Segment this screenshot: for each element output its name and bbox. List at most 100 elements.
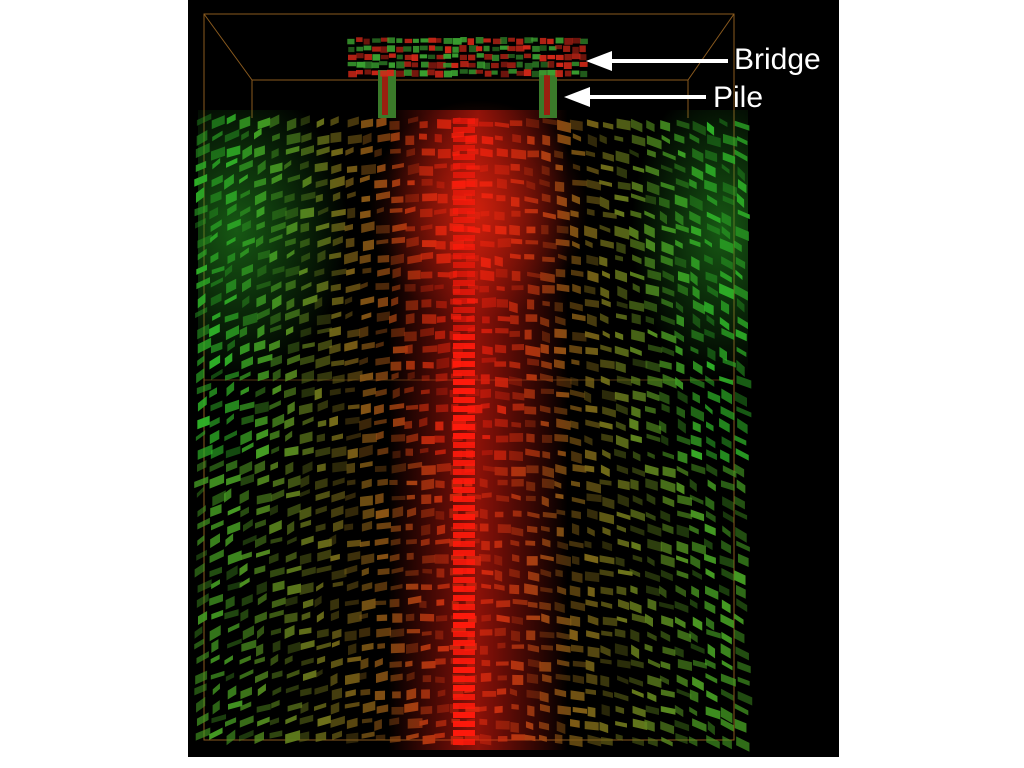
vector-glyph: [704, 538, 713, 551]
deck-glyph: [507, 54, 515, 59]
vector-glyph: [256, 643, 264, 657]
vector-glyph: [647, 598, 657, 611]
deck-glyph: [443, 53, 452, 59]
vector-glyph: [660, 689, 675, 698]
vector-glyph: [734, 570, 746, 586]
vector-glyph: [302, 669, 317, 682]
vector-glyph: [239, 715, 254, 728]
deck-glyph: [403, 46, 412, 52]
column-segment: [453, 631, 475, 637]
vector-glyph: [706, 735, 720, 749]
vector-glyph: [617, 569, 633, 576]
vector-glyph: [227, 550, 242, 566]
pile-label: Pile: [713, 81, 764, 114]
vector-glyph: [209, 593, 223, 606]
deck-glyph: [436, 54, 446, 60]
vector-glyph: [302, 598, 314, 609]
column-segment: [453, 244, 475, 250]
vector-glyph: [705, 673, 718, 684]
vector-glyph: [346, 580, 359, 592]
vector-glyph: [600, 645, 611, 657]
deck-glyph: [412, 38, 419, 43]
vector-glyph: [720, 718, 734, 732]
vector-glyph: [676, 674, 688, 688]
vector-glyph: [600, 586, 614, 596]
vector-glyph: [706, 628, 721, 639]
vector-glyph: [569, 585, 581, 597]
deck-glyph: [580, 70, 588, 78]
vector-glyph: [675, 733, 688, 745]
vector-glyph: [344, 630, 357, 642]
vector-glyph: [629, 676, 644, 687]
vector-glyph: [674, 616, 686, 629]
vector-glyph: [211, 609, 224, 620]
annotation-arrows: [564, 51, 728, 107]
vector-glyph: [285, 551, 297, 563]
deck-glyph: [388, 62, 396, 68]
deck-glyph: [419, 70, 428, 77]
vector-glyph: [632, 718, 648, 731]
deck-glyph: [507, 62, 516, 69]
vector-glyph: [240, 608, 249, 622]
vector-glyph: [572, 706, 588, 714]
vector-glyph: [600, 675, 610, 688]
vector-glyph: [674, 646, 684, 658]
vector-glyph: [196, 696, 206, 713]
vector-glyph: [376, 614, 388, 622]
vector-glyph: [691, 541, 706, 556]
deck-glyph: [516, 38, 524, 45]
vector-glyph: [721, 688, 734, 701]
vector-glyph: [300, 687, 312, 697]
vector-glyph: [256, 703, 271, 713]
vector-glyph: [737, 553, 749, 567]
vector-glyph: [614, 628, 626, 638]
vector-glyph: [227, 622, 240, 633]
column-segment: [453, 325, 475, 331]
vector-glyph: [692, 569, 702, 580]
vector-glyph: [584, 553, 599, 564]
vector-glyph: [361, 731, 375, 739]
vector-glyph: [689, 736, 698, 747]
deck-glyph: [443, 70, 453, 78]
vector-glyph: [359, 627, 371, 638]
vector-glyph: [211, 714, 227, 724]
vector-glyph: [374, 581, 388, 593]
vector-glyph: [239, 669, 254, 680]
vector-glyph: [300, 701, 309, 714]
column-segment: [453, 586, 475, 592]
vector-glyph: [736, 598, 748, 612]
deck-glyph: [523, 53, 531, 59]
vector-glyph: [615, 733, 623, 741]
vector-glyph: [660, 630, 671, 642]
deck-glyph: [396, 70, 405, 77]
column-segment: [453, 685, 475, 691]
deck-glyph: [476, 61, 486, 69]
vector-glyph: [617, 675, 629, 685]
vector-glyph: [660, 541, 672, 555]
vector-glyph: [332, 730, 343, 740]
deck-glyph: [484, 70, 492, 77]
vector-glyph: [660, 569, 673, 582]
vector-glyph: [704, 658, 716, 670]
vector-glyph: [736, 584, 746, 599]
vector-glyph: [361, 567, 369, 577]
vector-glyph: [284, 612, 298, 624]
vector-glyph: [299, 552, 312, 565]
column-segment: [453, 739, 475, 745]
column-segment: [453, 127, 475, 133]
column-segment: [453, 649, 475, 655]
column-segment: [453, 667, 475, 673]
vector-glyph: [647, 736, 658, 747]
deck-glyph: [523, 69, 532, 77]
vector-glyph: [209, 566, 222, 578]
vector-glyph: [662, 646, 676, 657]
column-segment: [453, 217, 475, 223]
vector-glyph: [226, 565, 238, 581]
vector-glyph: [659, 585, 667, 599]
vector-glyph: [287, 702, 303, 712]
deck-glyph: [372, 46, 381, 52]
vector-glyph: [617, 598, 630, 611]
column-segment: [453, 190, 475, 196]
vector-glyph: [269, 609, 284, 619]
vector-glyph: [720, 673, 736, 687]
